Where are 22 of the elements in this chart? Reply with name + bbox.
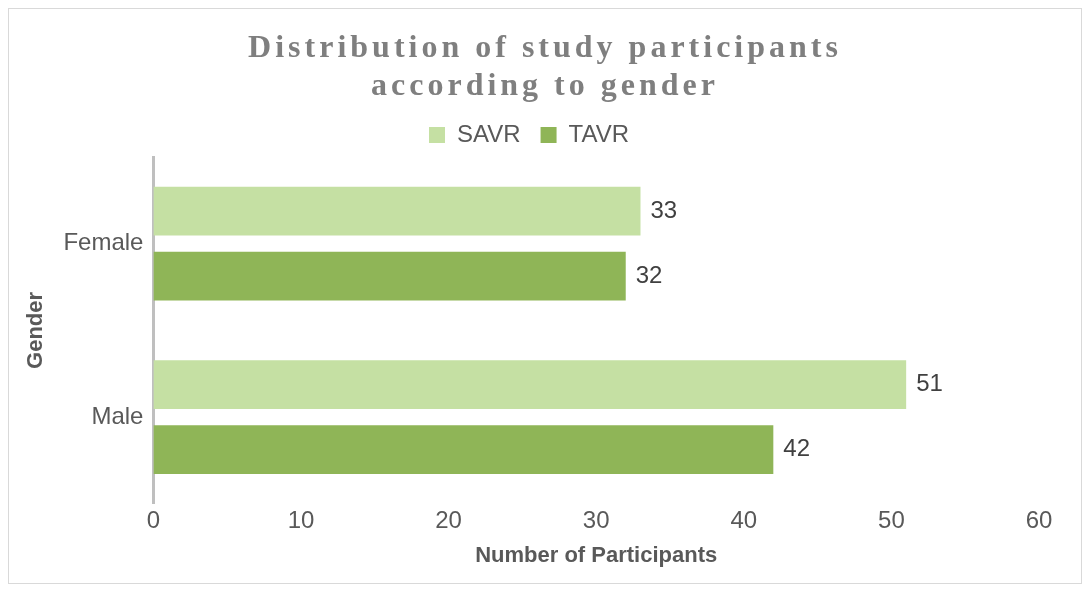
data-label: 42: [783, 434, 811, 462]
y-tick-label: Female: [63, 228, 144, 256]
bar: [153, 251, 626, 301]
x-tick-label: 40: [730, 505, 758, 533]
data-label: 33: [650, 195, 678, 223]
bar: [153, 425, 774, 474]
bar: [153, 186, 641, 236]
x-tick-label: 50: [878, 505, 905, 533]
y-tick-label: Male: [91, 401, 144, 429]
legend-label: TAVR: [568, 119, 630, 147]
x-tick-label: 30: [582, 505, 610, 533]
chart-title: Distribution of study participants according to gender: [247, 27, 843, 103]
data-label: 32: [635, 260, 663, 288]
x-tick-label: 10: [287, 505, 315, 533]
x-tick-label: 20: [435, 505, 462, 533]
data-label: 51: [916, 369, 943, 397]
x-tick-label: 0: [146, 505, 161, 533]
bar: [153, 360, 907, 409]
x-axis-title: Number of Participants: [475, 541, 718, 567]
legend-label: SAVR: [456, 119, 521, 147]
x-tick-label: 60: [1025, 505, 1053, 533]
y-axis-title: Gender: [22, 291, 48, 369]
